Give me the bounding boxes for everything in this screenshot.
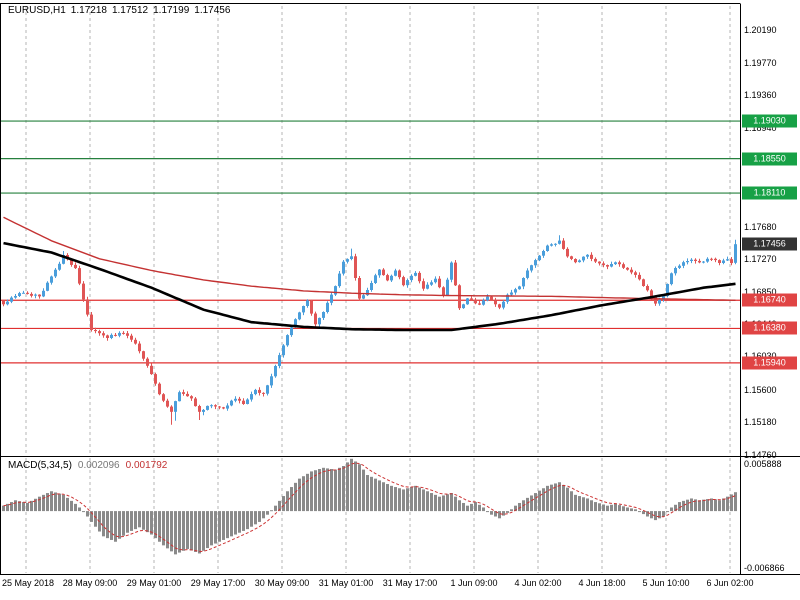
price-axis-label: 1.15600 <box>744 384 777 395</box>
time-axis-label: 28 May 09:00 <box>62 578 118 588</box>
price-axis-label: 1.17270 <box>744 253 777 264</box>
macd-name-label: MACD(5,34,5) <box>8 460 72 471</box>
time-axis-label: 5 Jun 10:00 <box>642 578 690 588</box>
price-axis-label: 1.16850 <box>744 286 777 297</box>
price-axis-label: 1.19770 <box>744 58 777 69</box>
level-badge-resistance: 1.18110 <box>742 186 797 200</box>
bar-close-value: 1.17456 <box>194 5 231 16</box>
symbol-header: EURUSD,H1 1.17218 1.17512 1.17199 1.17456 <box>8 5 235 16</box>
last-price-badge: 1.17456 <box>742 237 797 251</box>
ma-black-line <box>3 241 736 332</box>
macd-signal-value: 0.001792 <box>125 460 168 471</box>
symbol-timeframe-label: EURUSD,H1 <box>8 5 66 16</box>
level-badge-resistance: 1.18550 <box>742 152 797 166</box>
price-axis-label: 1.20190 <box>744 25 777 36</box>
price-axis-label: 1.16030 <box>744 351 777 361</box>
time-axis-label: 29 May 01:00 <box>126 578 182 588</box>
time-axis-label: 29 May 17:00 <box>190 578 246 588</box>
macd-scale-max-label: 0.005888 <box>744 459 782 469</box>
price-axis-label: 1.15180 <box>744 417 777 428</box>
time-axis-label: 1 Jun 09:00 <box>450 578 498 588</box>
bar-high-value: 1.17512 <box>111 5 149 16</box>
candles-layer <box>2 235 737 425</box>
time-axis-label: 31 May 01:00 <box>318 578 374 588</box>
time-axis-label: 4 Jun 02:00 <box>514 578 562 588</box>
chart-borders <box>0 3 800 575</box>
price-axis-label: 1.19360 <box>744 90 777 101</box>
price-axis-label: 1.18940 <box>744 123 777 134</box>
time-axis-label: 31 May 17:00 <box>382 578 438 588</box>
macd-main-value: 0.002096 <box>77 460 120 471</box>
time-axis-label: 4 Jun 18:00 <box>578 578 626 588</box>
level-badge-resistance: 1.19030 <box>742 114 797 128</box>
ma-red-line <box>3 216 736 301</box>
level-badge-support: 1.16740 <box>742 293 797 307</box>
time-axis-label: 25 May 2018 <box>2 578 55 588</box>
macd-indicator-header: MACD(5,34,5) 0.002096 0.001792 <box>8 460 167 471</box>
pane-divider[interactable] <box>0 454 800 458</box>
time-axis-label: 6 Jun 02:00 <box>706 578 754 588</box>
macd-histogram <box>2 458 737 555</box>
level-badge-support: 1.15940 <box>742 356 797 370</box>
bar-open-value: 1.17218 <box>70 5 107 16</box>
grid-layer <box>25 6 731 573</box>
price-axis-label: 1.14760 <box>744 450 777 461</box>
bar-low-value: 1.17199 <box>153 5 190 16</box>
price-axis-label: 1.17680 <box>744 221 777 232</box>
macd-scale-min-label: -0.006866 <box>744 563 785 573</box>
level-badge-support: 1.16380 <box>742 321 797 335</box>
time-axis-label: 30 May 09:00 <box>254 578 310 588</box>
